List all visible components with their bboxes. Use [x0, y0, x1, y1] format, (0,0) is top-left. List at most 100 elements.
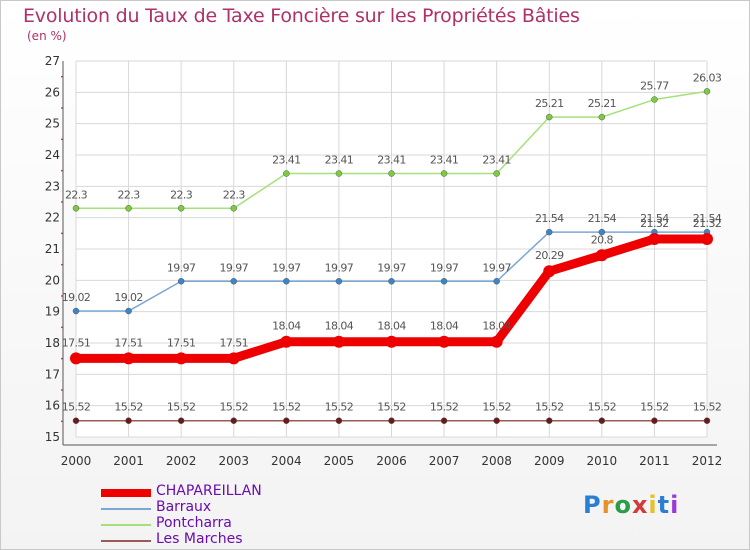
- data-point-chapareillan-2005: [332, 335, 345, 348]
- data-label-barraux-2012: 21.54: [693, 212, 722, 225]
- legend-swatch-les-marches: [101, 540, 151, 542]
- data-point-chapareillan-2004: [280, 335, 293, 348]
- chart-title: Evolution du Taux de Taxe Foncière sur l…: [23, 5, 580, 27]
- legend-swatch-barraux: [101, 508, 151, 510]
- data-point-chapareillan-2008: [490, 335, 503, 348]
- data-point-pontcharra-2001: [125, 205, 132, 212]
- data-label-les-marches-2008: 15.52: [482, 401, 511, 414]
- data-point-barraux-2009: [546, 228, 553, 236]
- logo-letter: i: [648, 491, 658, 519]
- data-point-les-marches-2004: [283, 417, 290, 424]
- data-point-barraux-2003: [230, 278, 237, 285]
- logo-letter: t: [657, 491, 671, 519]
- data-point-pontcharra-2006: [388, 170, 395, 177]
- data-label-pontcharra-2010: 25.21: [588, 97, 617, 110]
- data-label-chapareillan-2007: 18.04: [430, 320, 459, 333]
- data-point-barraux-2010: [598, 228, 606, 236]
- data-point-pontcharra-2011: [651, 96, 658, 103]
- data-label-barraux-2004: 19.97: [272, 261, 301, 274]
- data-point-les-marches-2008: [493, 417, 500, 424]
- data-point-chapareillan-2003: [227, 352, 240, 365]
- data-point-pontcharra-2005: [335, 170, 343, 177]
- y-tick-label-18: 18: [45, 336, 60, 350]
- data-point-pontcharra-2004: [283, 170, 290, 177]
- data-point-pontcharra-2012: [703, 88, 711, 95]
- data-point-les-marches-2006: [388, 417, 395, 424]
- data-label-chapareillan-2002: 17.51: [167, 336, 196, 349]
- y-tick-label-15: 15: [45, 430, 60, 444]
- data-label-les-marches-2010: 15.52: [588, 401, 617, 414]
- data-point-pontcharra-2008: [493, 170, 500, 177]
- data-label-pontcharra-2001: 22.3: [118, 188, 141, 201]
- logo-letter: i: [670, 491, 680, 519]
- legend-label-pontcharra: Pontcharra: [156, 515, 232, 531]
- data-label-chapareillan-2003: 17.51: [220, 336, 249, 349]
- data-label-pontcharra-2009: 25.21: [535, 97, 564, 110]
- y-tick-label-26: 26: [45, 85, 60, 99]
- data-point-barraux-2002: [177, 278, 185, 285]
- legend-item-pontcharra: Pontcharra: [101, 515, 341, 533]
- x-tick-label-2001: 2001: [113, 454, 144, 468]
- data-label-chapareillan-2012: 21.32: [693, 217, 722, 230]
- data-point-chapareillan-2009: [543, 265, 556, 278]
- data-point-pontcharra-2003: [230, 205, 237, 212]
- data-label-barraux-2011: 21.54: [640, 212, 669, 225]
- data-point-chapareillan-2002: [175, 352, 188, 365]
- y-tick-label-20: 20: [45, 273, 60, 287]
- data-label-les-marches-2004: 15.52: [272, 401, 301, 414]
- x-tick-label-2006: 2006: [376, 454, 407, 468]
- legend-label-les-marches: Les Marches: [156, 531, 243, 547]
- x-tick-label-2003: 2003: [218, 454, 249, 468]
- y-tick-label-22: 22: [45, 211, 60, 225]
- data-label-pontcharra-2008: 23.41: [482, 153, 511, 166]
- data-label-pontcharra-2003: 22.3: [223, 188, 246, 201]
- data-point-les-marches-2001: [125, 417, 132, 424]
- data-label-chapareillan-2000: 17.51: [62, 336, 91, 349]
- logo-letter: r: [601, 491, 615, 519]
- data-point-chapareillan-2007: [438, 335, 451, 348]
- data-label-les-marches-2005: 15.52: [325, 401, 354, 414]
- y-tick-label-23: 23: [45, 179, 60, 193]
- data-point-barraux-2004: [283, 278, 290, 285]
- data-label-pontcharra-2002: 22.3: [170, 188, 193, 201]
- data-point-pontcharra-2002: [177, 205, 185, 212]
- data-point-chapareillan-2012: [701, 232, 713, 245]
- data-point-chapareillan-2000: [70, 352, 82, 365]
- data-label-barraux-2002: 19.97: [167, 261, 196, 274]
- data-point-pontcharra-2010: [598, 113, 606, 121]
- data-point-barraux-2006: [388, 278, 395, 285]
- data-point-les-marches-2010: [598, 417, 606, 424]
- legend-item-les-marches: Les Marches: [101, 531, 341, 549]
- data-label-barraux-2010: 21.54: [588, 212, 617, 225]
- legend-label-barraux: Barraux: [156, 499, 212, 515]
- data-label-barraux-2007: 19.97: [430, 261, 459, 274]
- data-point-pontcharra-2000: [72, 205, 80, 212]
- data-label-les-marches-2003: 15.52: [220, 401, 249, 414]
- data-label-les-marches-2007: 15.52: [430, 401, 459, 414]
- data-label-les-marches-2011: 15.52: [640, 401, 669, 414]
- data-point-barraux-2001: [125, 307, 132, 315]
- data-label-chapareillan-2001: 17.51: [114, 336, 143, 349]
- data-label-barraux-2005: 19.97: [325, 261, 354, 274]
- x-tick-label-2002: 2002: [166, 454, 197, 468]
- data-label-les-marches-2009: 15.52: [535, 401, 564, 414]
- data-point-barraux-2005: [335, 278, 343, 285]
- data-label-chapareillan-2006: 18.04: [377, 320, 406, 333]
- y-tick-label-19: 19: [45, 305, 60, 319]
- data-label-barraux-2008: 19.97: [482, 261, 511, 274]
- data-point-les-marches-2012: [703, 417, 711, 424]
- data-point-chapareillan-2006: [385, 335, 398, 348]
- data-point-chapareillan-2010: [595, 249, 608, 262]
- data-point-pontcharra-2007: [440, 170, 448, 177]
- data-point-barraux-2007: [440, 278, 448, 285]
- data-label-les-marches-2002: 15.52: [167, 401, 196, 414]
- data-label-barraux-2001: 19.02: [114, 291, 143, 304]
- x-tick-label-2009: 2009: [534, 454, 565, 468]
- data-point-barraux-2000: [72, 307, 80, 315]
- y-tick-label-27: 27: [45, 54, 60, 68]
- data-label-les-marches-2006: 15.52: [377, 401, 406, 414]
- x-tick-label-2008: 2008: [481, 454, 512, 468]
- data-point-barraux-2008: [493, 278, 500, 285]
- data-point-chapareillan-2001: [122, 352, 135, 365]
